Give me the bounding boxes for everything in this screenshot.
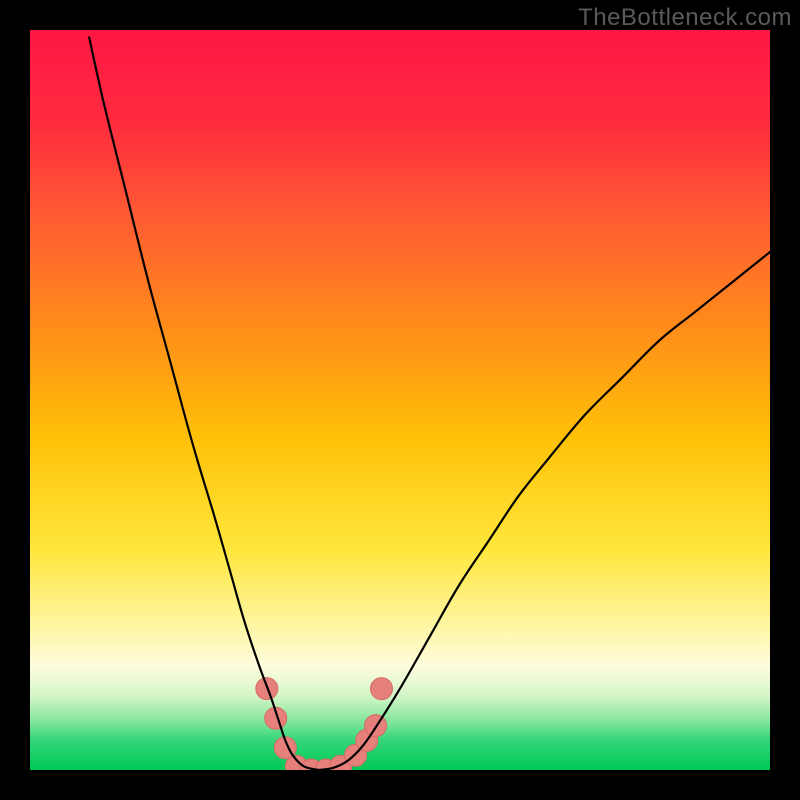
watermark-text: TheBottleneck.com <box>578 4 792 32</box>
chart-plot-area <box>30 30 770 770</box>
chart-background <box>30 30 770 770</box>
chart-svg <box>30 30 770 770</box>
marker-dot <box>371 678 393 700</box>
